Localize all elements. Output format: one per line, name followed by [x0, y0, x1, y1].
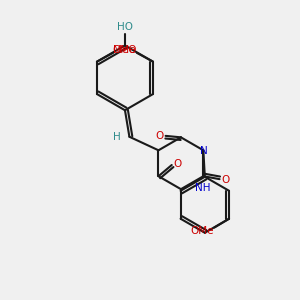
Text: MeO: MeO	[113, 46, 136, 56]
Text: N: N	[200, 146, 208, 156]
Text: NH: NH	[195, 183, 211, 193]
Text: OMe: OMe	[190, 226, 214, 236]
Text: O: O	[156, 130, 164, 141]
Text: HO: HO	[117, 22, 133, 32]
Text: O: O	[173, 159, 181, 169]
Text: H: H	[113, 132, 121, 142]
Text: O: O	[221, 175, 230, 185]
Text: OMe: OMe	[112, 46, 136, 56]
